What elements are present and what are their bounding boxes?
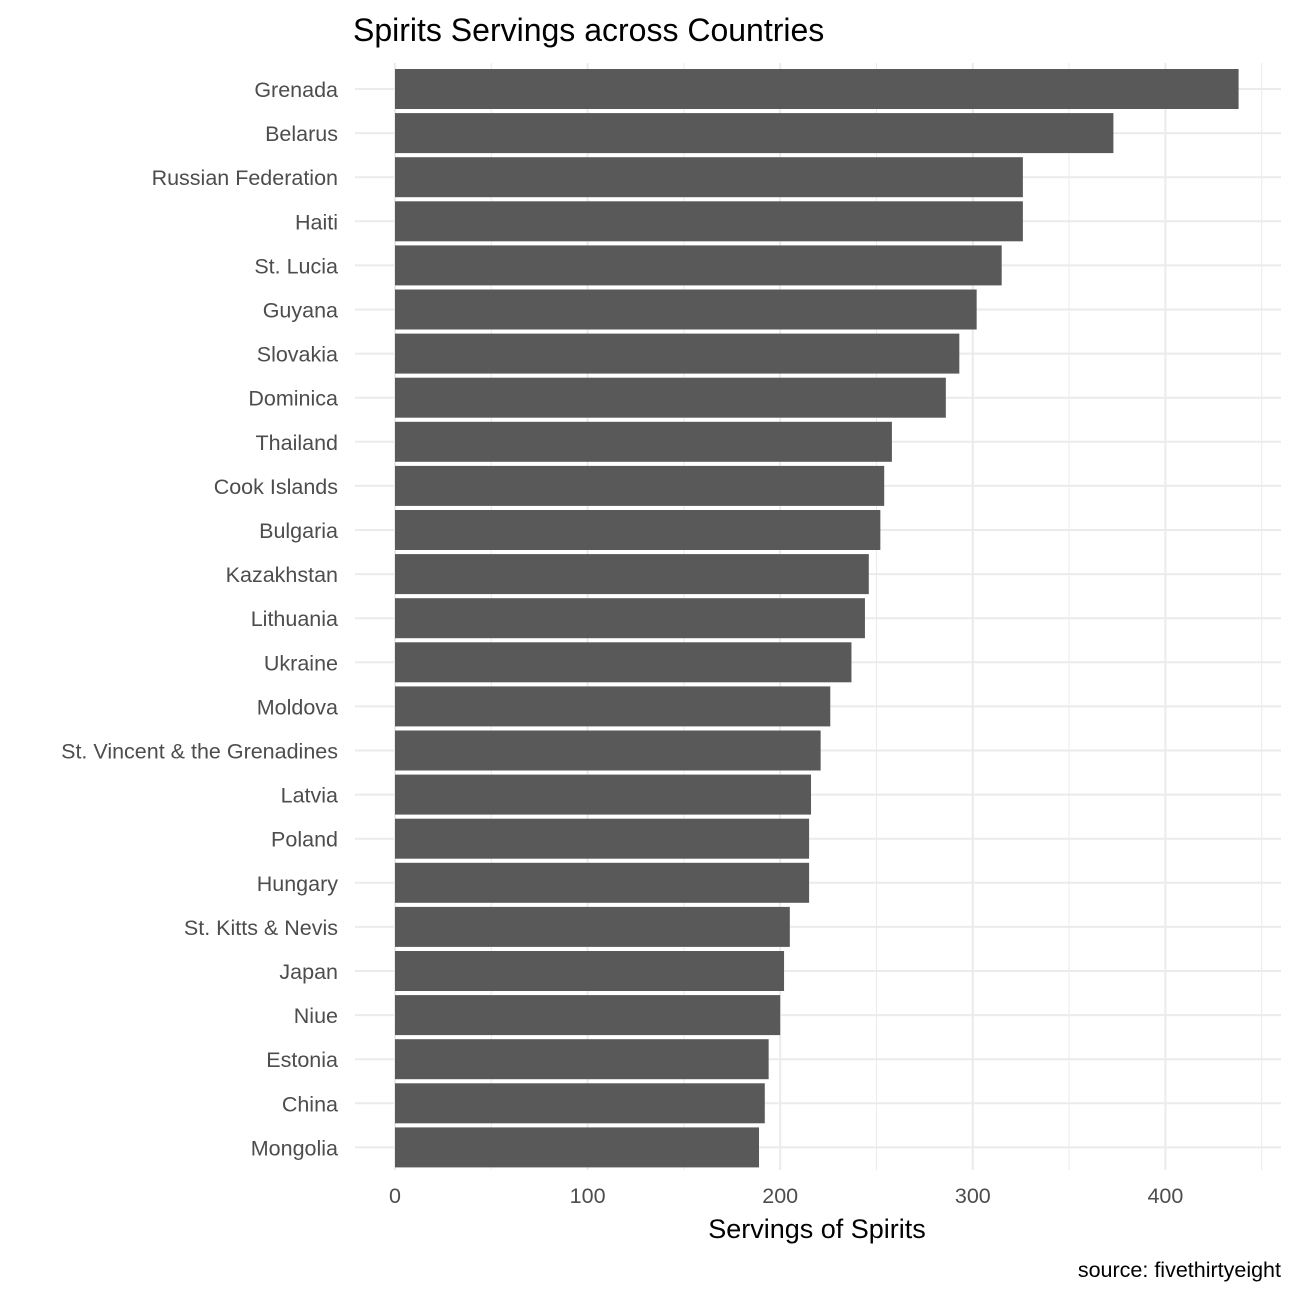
- y-tick-label: Thailand: [256, 431, 338, 455]
- bar: [395, 1083, 765, 1124]
- y-tick-label: Bulgaria: [259, 519, 338, 543]
- x-axis-tick-labels: 0 100 200 300 400: [389, 1184, 1183, 1208]
- bar: [395, 113, 1114, 154]
- bar: [395, 377, 946, 418]
- y-tick-label: Mongolia: [251, 1136, 338, 1160]
- bar: [395, 730, 821, 771]
- bar: [395, 906, 790, 947]
- y-tick-label: Lithuania: [251, 607, 338, 631]
- x-tick-label: 100: [570, 1184, 606, 1208]
- y-tick-label: Guyana: [263, 299, 338, 323]
- y-tick-label: Moldova: [257, 695, 338, 719]
- bar: [395, 333, 960, 374]
- x-tick-label: 400: [1147, 1184, 1183, 1208]
- y-tick-label: Grenada: [254, 78, 338, 102]
- bar: [395, 201, 1023, 242]
- bar: [395, 157, 1023, 198]
- y-axis-tick-labels: Grenada Belarus Russian Federation Haiti St.…: [61, 78, 338, 1160]
- bar: [395, 1039, 769, 1080]
- y-tick-label: Poland: [271, 828, 338, 852]
- y-tick-label: Japan: [279, 960, 338, 984]
- bar: [395, 421, 892, 462]
- bar: [395, 774, 812, 815]
- x-tick-label: 0: [389, 1184, 401, 1208]
- bar: [395, 951, 785, 991]
- y-tick-label: Belarus: [265, 122, 338, 146]
- chart-caption: source: fivethirtyeight: [1078, 1258, 1281, 1282]
- bar: [395, 554, 869, 595]
- bar: [395, 69, 1239, 109]
- bar: [395, 598, 865, 639]
- y-tick-label: Latvia: [281, 784, 338, 808]
- y-tick-label: St. Vincent & the Grenadines: [61, 740, 338, 764]
- y-tick-label: China: [282, 1092, 338, 1116]
- bar: [395, 510, 881, 550]
- y-tick-label: Haiti: [295, 210, 338, 234]
- bars: [395, 69, 1239, 1168]
- y-tick-label: St. Kitts & Nevis: [184, 916, 338, 940]
- bar: [395, 1127, 760, 1168]
- bar: [395, 245, 1002, 286]
- bar: [395, 686, 831, 727]
- x-axis-title: Servings of Spirits: [708, 1214, 926, 1244]
- bar: [395, 642, 852, 683]
- y-tick-label: Estonia: [266, 1048, 338, 1072]
- x-tick-label: 300: [955, 1184, 991, 1208]
- y-tick-label: Niue: [294, 1004, 338, 1028]
- y-tick-label: Ukraine: [264, 651, 338, 675]
- bar: [395, 862, 810, 903]
- y-tick-label: Dominica: [248, 387, 338, 411]
- bar: [395, 818, 810, 859]
- chart-title: Spirits Servings across Countries: [353, 12, 824, 48]
- y-tick-label: Cook Islands: [214, 475, 338, 499]
- bar: [395, 465, 885, 506]
- y-tick-label: St. Lucia: [254, 254, 338, 278]
- x-tick-label: 200: [762, 1184, 798, 1208]
- bar: [395, 995, 781, 1036]
- bar: [395, 289, 977, 330]
- y-tick-label: Kazakhstan: [226, 563, 338, 587]
- y-tick-label: Slovakia: [257, 343, 338, 367]
- y-tick-label: Russian Federation: [152, 166, 338, 190]
- y-tick-label: Hungary: [257, 872, 339, 896]
